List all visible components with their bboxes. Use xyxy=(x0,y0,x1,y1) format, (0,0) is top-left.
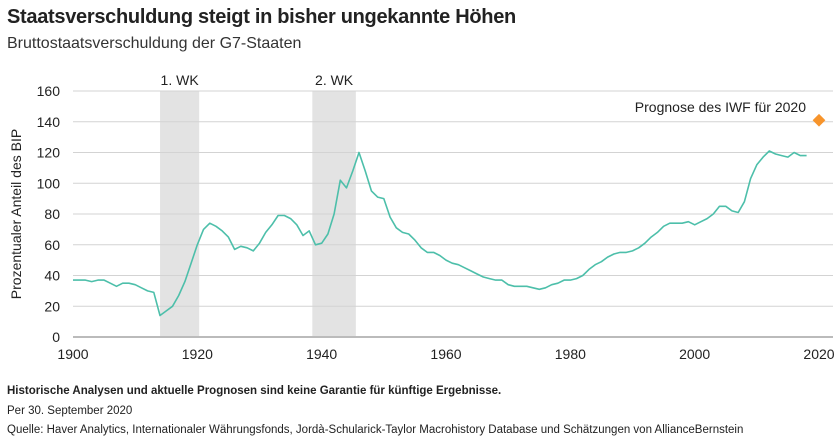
x-tick-label: 1940 xyxy=(306,346,337,362)
war-label: 2. WK xyxy=(315,72,354,88)
source-note: Quelle: Haver Analytics, Internationaler… xyxy=(7,424,744,436)
y-tick-label: 140 xyxy=(37,114,61,130)
y-tick-label: 120 xyxy=(37,145,61,161)
y-tick-label: 100 xyxy=(37,175,61,191)
y-tick-label: 80 xyxy=(44,206,60,222)
war-label: 1. WK xyxy=(161,72,200,88)
y-tick-label: 160 xyxy=(37,83,61,99)
y-tick-label: 0 xyxy=(52,329,60,345)
series-line xyxy=(73,150,807,317)
y-tick-label: 60 xyxy=(44,237,60,253)
date-note: Per 30. September 2020 xyxy=(7,405,133,417)
chart-subtitle: Bruttostaatsverschuldung der G7-Staaten xyxy=(7,35,302,52)
x-tick-label: 2020 xyxy=(803,346,834,362)
x-tick-label: 1900 xyxy=(57,346,88,362)
x-tick-label: 1980 xyxy=(555,346,586,362)
y-tick-label: 40 xyxy=(44,268,60,284)
chart-title: Staatsverschuldung steigt in bisher unge… xyxy=(7,6,516,28)
disclaimer: Historische Analysen und aktuelle Progno… xyxy=(7,385,502,397)
x-tick-label: 2000 xyxy=(679,346,710,362)
x-tick-label: 1920 xyxy=(182,346,213,362)
y-axis-label: Prozentualer Anteil des BIP xyxy=(8,129,24,299)
y-tick-label: 20 xyxy=(44,298,60,314)
forecast-point xyxy=(812,113,826,127)
forecast-label: Prognose des IWF für 2020 xyxy=(635,99,806,115)
x-tick-label: 1960 xyxy=(430,346,461,362)
